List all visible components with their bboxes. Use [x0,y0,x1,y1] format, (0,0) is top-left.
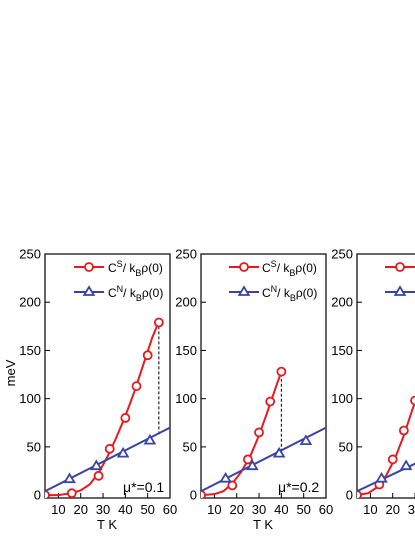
x-tick-label: 60 [163,502,177,517]
legend-marker-cs [239,262,249,272]
x-tick-label: 10 [363,502,377,517]
legend: CS/ kBρ(0) CN/ kBρ(0) [74,259,163,303]
x-tick-label: 40 [118,502,132,517]
x-tick-label: 10 [207,502,221,517]
legend-marker-cs [395,262,405,272]
x-tick-label: 10 [51,502,65,517]
data-point-cn [246,459,259,471]
legend-label-cs: CS/ kBρ(0) [108,259,163,278]
data-point-cn [375,471,388,483]
series-line-cs [357,398,415,497]
data-point-cs [45,490,50,498]
data-point-cs [104,443,115,454]
mu-annotation: μ*=0.2 [278,479,319,495]
y-tick-label: 100 [331,391,353,406]
y-tick-label: 250 [19,247,41,262]
y-tick-label: 0 [346,488,353,503]
y-tick-label: 150 [19,343,41,358]
legend-marker-cn [82,285,96,296]
y-tick-label: 0 [190,488,197,503]
plot-frame [356,253,415,499]
plot-frame [200,253,327,499]
legend-label-cn: CN/ kBρ(0) [262,284,317,303]
data-point-cn [116,446,130,458]
x-tick-label: 30 [96,502,110,517]
y-tick-label: 50 [27,439,41,454]
data-point-cs [66,488,77,498]
data-point-cn [63,472,76,484]
panel-mu-0-2: 0 50 100 150 200 250 10 20 30 40 50 60 CS/ kBρ(0) C… [175,247,333,533]
y-tick-label: 200 [175,295,197,310]
x-tick-label: 50 [296,502,310,517]
data-point-cs [120,413,131,423]
x-axis-label: T K [97,517,117,532]
legend-label-cs: CS/ kBρ(0) [262,259,317,278]
data-point-cs [357,490,362,498]
data-point-cn [90,459,103,471]
plot-frame [44,253,171,499]
y-tick-label: 150 [331,343,353,358]
y-tick-label: 150 [175,343,197,358]
data-point-cs [410,395,415,406]
y-tick-label: 50 [339,439,353,454]
data-point-cs [387,454,398,465]
mu-annotation: μ*=0.1 [123,479,164,495]
panel-3-partial: 0 50 100 150 200 250 10 20 30 [331,247,415,517]
y-tick-label: 200 [19,295,41,310]
y-tick-label: 0 [34,488,41,503]
legend-label-cn: CN/ kBρ(0) [108,284,163,303]
y-tick-label: 200 [331,295,353,310]
data-point-cn [299,434,313,445]
y-axis-label: meV [3,359,18,386]
data-point-cs [398,425,409,436]
data-point-cs [227,480,238,491]
data-point-cn [219,471,232,483]
data-point-cs [276,366,287,377]
legend-marker-cn [393,285,407,296]
data-point-cn [399,459,413,471]
x-tick-label: 20 [229,502,243,517]
y-tick-label: 250 [331,247,353,262]
x-tick-label: 40 [274,502,288,517]
x-tick-label: 60 [319,502,333,517]
x-tick-label: 50 [140,502,154,517]
data-point-cn [272,446,286,458]
x-tick-label: 30 [408,502,415,517]
data-point-cs [93,470,104,481]
y-tick-label: 50 [183,439,197,454]
data-point-cn [143,433,157,445]
series-line-cs [201,371,283,497]
data-point-cs [265,396,276,407]
data-point-cs [201,490,206,498]
legend-partial [385,262,415,296]
data-point-cs [254,427,264,438]
x-tick-label: 30 [252,502,266,517]
x-tick-label: 20 [73,502,87,517]
x-tick-label: 20 [385,502,399,517]
legend-marker-cs [84,262,94,272]
y-tick-label: 100 [175,391,197,406]
legend: CS/ kBρ(0) CN/ kBρ(0) [229,259,317,303]
y-tick-label: 100 [19,391,41,406]
legend-marker-cn [237,285,251,296]
panel-mu-0-1: meV 0 50 100 150 200 250 10 20 30 40 50 60 CS/ kBρ(… [3,247,177,533]
x-axis-label: T K [253,517,273,532]
data-point-cs [142,350,153,361]
data-point-cs [131,381,142,392]
data-point-cs [242,454,253,465]
data-point-cs [153,317,164,328]
y-tick-label: 250 [175,247,197,262]
